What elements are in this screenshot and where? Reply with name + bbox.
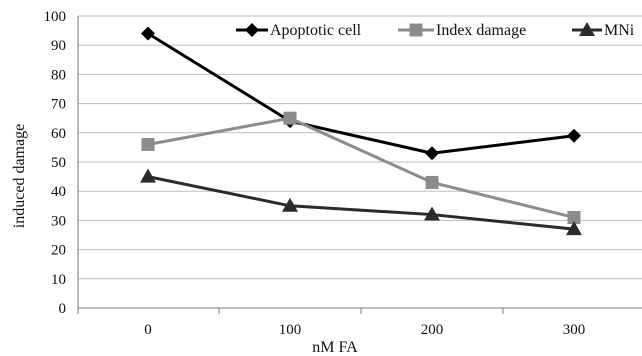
y-tick-label: 30 (51, 213, 66, 229)
legend-label: MNi (604, 22, 635, 39)
y-tick-label: 90 (51, 38, 66, 54)
legend-marker (245, 23, 259, 37)
y-tick-label: 50 (51, 155, 66, 171)
legend-item: Index damage (398, 22, 526, 39)
legend-marker (409, 23, 423, 37)
series-mni (140, 168, 582, 236)
y-tick-label: 10 (51, 272, 66, 288)
x-tick-label: 200 (421, 322, 444, 338)
y-tick-label: 80 (51, 67, 66, 83)
y-tick-label: 0 (59, 301, 67, 317)
y-tick-label: 100 (44, 9, 67, 25)
legend-item: Apoptotic cell (236, 22, 362, 39)
gridlines (78, 15, 642, 309)
series-line (147, 116, 575, 219)
data-point (424, 206, 440, 221)
series (140, 26, 582, 236)
legend: Apoptotic cell Index damage MNi (236, 22, 635, 39)
series-line (147, 175, 575, 231)
y-tick-label: 70 (51, 97, 66, 113)
axes: 0 10 20 30 40 50 60 70 80 90 100 0 100 200 300 (44, 9, 586, 338)
x-axis-title: nM FA (312, 339, 358, 356)
legend-label: Index damage (436, 22, 526, 39)
legend-item: MNi (572, 22, 635, 39)
legend-label: Apoptotic cell (270, 22, 362, 39)
series-apoptotic-cell (141, 26, 581, 161)
data-point (283, 111, 297, 125)
data-point (141, 26, 155, 41)
data-point (141, 137, 155, 151)
series-index-damage (141, 111, 581, 224)
data-point (425, 146, 439, 161)
y-tick-label: 60 (51, 126, 66, 142)
data-point (282, 197, 298, 212)
legend-marker (579, 22, 595, 36)
x-tick-label: 300 (563, 322, 586, 338)
series-line (147, 32, 575, 155)
data-point (140, 168, 156, 183)
x-tick-label: 100 (279, 322, 302, 338)
data-point (567, 210, 581, 224)
y-axis-title: induced damage (11, 124, 28, 228)
data-point (567, 128, 581, 143)
x-tick-label: 0 (144, 322, 152, 338)
data-point (425, 175, 439, 189)
y-tick-label: 20 (51, 243, 66, 259)
data-point (566, 221, 582, 236)
y-tick-label: 40 (51, 184, 66, 200)
